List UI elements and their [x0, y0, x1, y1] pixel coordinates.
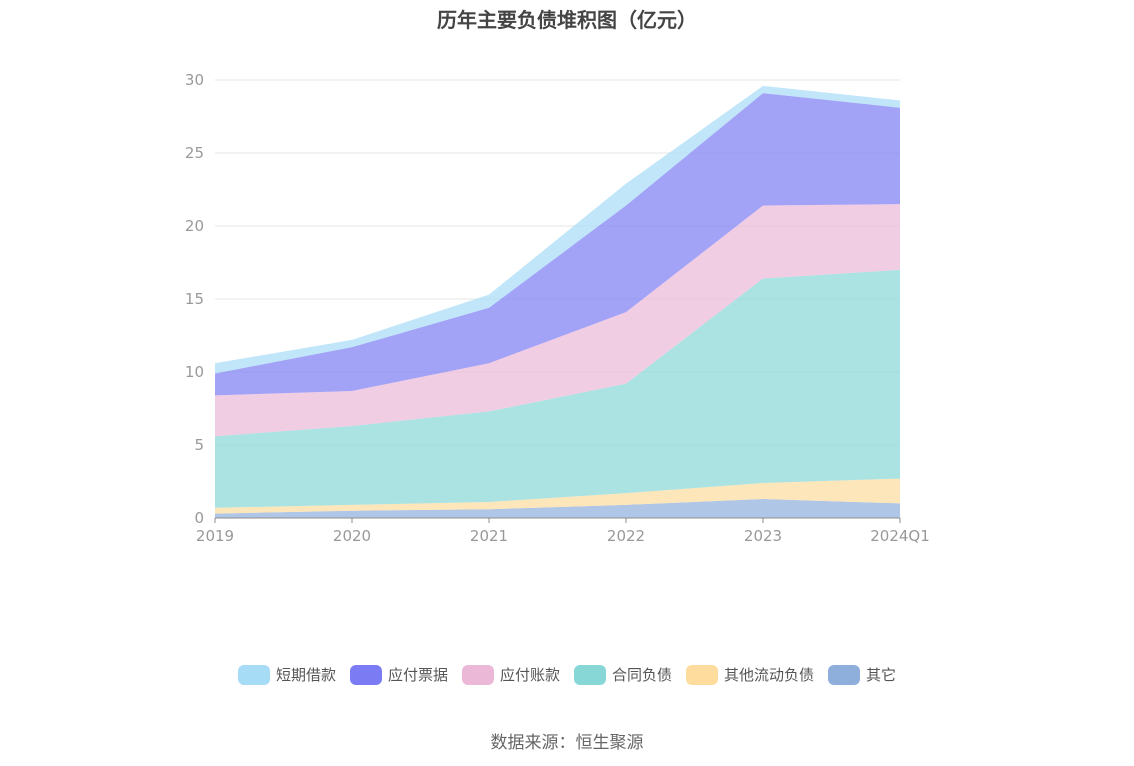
legend-item[interactable]: 应付账款 — [461, 664, 560, 685]
legend-item[interactable]: 应付票据 — [349, 664, 448, 685]
x-tick-label: 2021 — [470, 527, 508, 545]
legend-label: 其他流动负债 — [724, 666, 815, 684]
x-tick-label: 2024Q1 — [870, 527, 930, 545]
y-tick-label: 15 — [185, 290, 204, 308]
stacked-area-chart: 0 5 10 15 20 25 30 2019 2020 2021 2022 2023 2024Q1 — [185, 71, 930, 545]
legend-swatch — [237, 664, 270, 685]
axes: 0 5 10 15 20 25 30 2019 2020 2021 2022 2023 2024Q1 — [185, 71, 930, 545]
legend-item[interactable]: 短期借款 — [237, 664, 336, 685]
legend-swatch — [461, 664, 494, 685]
legend-item[interactable]: 合同负债 — [574, 664, 672, 685]
y-tick-label: 25 — [185, 144, 204, 162]
y-tick-label: 5 — [194, 436, 204, 454]
area-series-2 — [215, 269, 900, 508]
legend-swatch — [574, 664, 606, 685]
y-tick-label: 20 — [185, 217, 204, 235]
legend-swatch — [828, 664, 861, 685]
area-series-3 — [215, 204, 900, 437]
legend-swatch — [686, 664, 719, 685]
legend-swatch — [349, 664, 382, 685]
area-series — [215, 85, 900, 518]
legend-label: 短期借款 — [275, 666, 336, 684]
y-tick-label: 0 — [194, 509, 204, 527]
data-source-note: 数据来源：恒生聚源 — [490, 733, 644, 753]
legend-label: 合同负债 — [612, 666, 673, 684]
legend: 短期借款 应付票据 应付账款 合同负债 其他流动负债 其它 — [0, 664, 1134, 685]
area-series-0 — [215, 499, 900, 518]
legend-label: 应付账款 — [499, 666, 560, 684]
chart-title: 历年主要负债堆积图（亿元） — [437, 8, 697, 32]
legend-label: 应付票据 — [387, 666, 448, 684]
y-tick-label: 30 — [185, 71, 204, 89]
area-series-4 — [215, 93, 900, 396]
x-tick-label: 2022 — [607, 527, 645, 545]
y-tick-label: 10 — [185, 363, 204, 381]
legend-item[interactable]: 其它 — [828, 664, 896, 685]
x-tick-label: 2023 — [744, 527, 782, 545]
legend-item[interactable]: 其他流动负债 — [686, 664, 814, 685]
legend-label: 其它 — [866, 666, 897, 684]
x-tick-label: 2020 — [333, 527, 371, 545]
x-tick-label: 2019 — [196, 527, 234, 545]
area-series-1 — [215, 478, 900, 514]
